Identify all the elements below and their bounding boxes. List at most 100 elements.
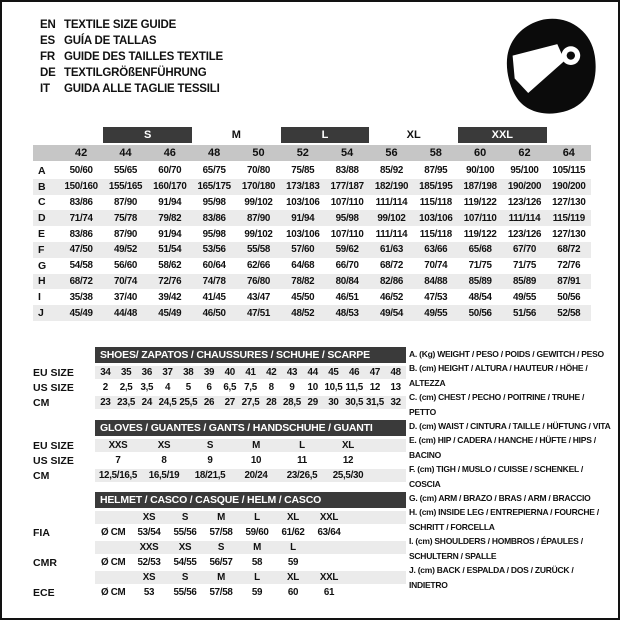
cell-value: 6	[206, 382, 212, 393]
helmet-table-body: XS S M L XL XXL FIA Ø CM 53/54 55/56 57/58 59/60 61/…	[33, 510, 406, 600]
measurement-value: 95/98	[202, 196, 226, 208]
cell-value: 25,5	[179, 397, 198, 408]
language-code: FR	[40, 51, 55, 63]
cell-value: 40	[224, 367, 236, 378]
helmet-visor	[512, 44, 565, 94]
cell-value: 30,5	[345, 397, 364, 408]
size-number: 42	[75, 147, 88, 159]
cell-value: 3,5	[140, 382, 154, 393]
cell-value: 48	[390, 367, 401, 378]
row-label	[33, 540, 95, 555]
cell-value: 53	[143, 587, 155, 598]
measurement-value: 71/74	[69, 212, 93, 224]
table-row: ECE Ø CM 53 55/56 57/58 59 60 61	[33, 585, 406, 600]
measurement-value: 83/86	[69, 196, 93, 208]
size-number: 60	[474, 147, 487, 159]
row-band: 7 8 9 10 11 12	[95, 454, 406, 467]
measurement-legend: A. (Kg) WEIGHT / PESO / POIDS / GEWITCH …	[409, 347, 613, 592]
cell-value: 47	[369, 367, 381, 378]
measurement-value: 45/49	[69, 307, 93, 319]
measurement-value: 70/74	[424, 260, 448, 272]
measurement-value: 62/66	[246, 260, 270, 272]
measurement-value: 53/56	[202, 244, 226, 256]
shoes-table-title: SHOES/ ZAPATOS / CHAUSSURES / SCHUHE / S…	[95, 347, 406, 363]
size-number: 52	[296, 147, 309, 159]
legend-item: G. (cm) ARM / BRAZO / BRAS / ARM / BRACC…	[409, 493, 591, 504]
cell-value: 2	[102, 382, 108, 393]
cell-value: 61	[323, 587, 335, 598]
gloves-table-body: EU SIZE XXS XS S M L XL US SIZE 7 8 9 10 11 12 CM 12,5/…	[33, 438, 406, 483]
cell-value: 63/64	[317, 527, 341, 538]
measurement-value: 75/85	[291, 165, 315, 177]
gloves-size-table: GLOVES / GUANTES / GANTS / HANDSCHUHE / …	[33, 420, 406, 483]
cell-value: 46	[349, 367, 360, 378]
cell-value: S	[206, 440, 214, 451]
row-band: 23 23,5 24 24,5 25,5 26 27 27,5 28 28,5 29 30 30,5 31…	[95, 396, 406, 409]
size-group-xxl: XXL	[457, 127, 547, 143]
language-code: ES	[40, 35, 55, 47]
row-letter: J	[38, 307, 44, 320]
legend-item: B. (cm) HEIGHT / ALTURA / HAUTEUR / HÖHE…	[409, 363, 588, 388]
cell-value: 43	[286, 367, 298, 378]
measurement-value: 47/51	[246, 307, 270, 319]
cell-value: XS	[178, 542, 192, 553]
language-row: IT GUIDA ALLE TAGLIE TESSILI	[40, 81, 223, 97]
measurement-value: 107/110	[330, 228, 364, 240]
legend-item: I. (cm) SHOULDERS / HOMBROS / ÉPAULES / …	[409, 536, 583, 561]
cell-value: XL	[287, 512, 299, 523]
cell-value: 26	[203, 397, 215, 408]
cell-value: 57/58	[209, 587, 233, 598]
legend-item: J. (cm) BACK / ESPALDA / DOS / ZURÜCK / …	[409, 565, 574, 590]
measurement-value: 61/63	[379, 244, 403, 256]
cell-value: 9	[289, 382, 295, 393]
cell-value: 24,5	[158, 397, 177, 408]
row-letter: D	[38, 212, 46, 225]
measurement-value: 85/89	[468, 275, 492, 287]
table-row: EU SIZE XXS XS S M L XL	[33, 438, 406, 453]
measurement-value: 103/106	[419, 212, 453, 224]
measurement-value: 85/89	[512, 275, 536, 287]
cell-value: 39	[203, 367, 215, 378]
row-label: FIA	[33, 526, 50, 539]
language-label: GUIDA ALLE TAGLIE TESSILI	[64, 83, 220, 95]
cell-value: 53/54	[137, 527, 161, 538]
measurement-value: 91/94	[158, 228, 182, 240]
cell-value: 38	[183, 367, 194, 378]
row-label: US SIZE	[33, 454, 74, 467]
row-letter: A	[38, 164, 46, 177]
size-group-s: S	[103, 127, 192, 143]
measurement-value: 155/165	[108, 181, 143, 193]
measurement-value: 76/80	[246, 275, 270, 287]
row-band: 34 35 36 37 38 39 40 41 42 43 44 45 46 47 48	[95, 366, 406, 379]
row-band: 2 2,5 3,5 4 5 6 6,5 7,5 8 9 10 10,5 11,5 12 13	[95, 381, 406, 394]
cell-value: 58	[251, 557, 263, 568]
cell-value: 24	[141, 397, 153, 408]
measurement-value: 50/56	[468, 307, 492, 319]
measurement-value: 87/95	[424, 165, 448, 177]
measurement-value: 46/51	[335, 291, 359, 303]
cell-value: 36	[141, 367, 153, 378]
measurement-value: 49/55	[424, 307, 448, 319]
measurement-value: 63/66	[424, 244, 448, 256]
cell-value: 31,5	[365, 397, 384, 408]
measurement-value: 68/72	[379, 260, 403, 272]
cell-value: XL	[342, 440, 354, 451]
row-band: Ø CM 52/53 54/55 56/57 58 59	[95, 556, 406, 569]
row-band: 12,5/16,5 16,5/19 18/21,5 20/24 23/26,5 25,5/…	[95, 469, 406, 482]
measurement-value: 49/55	[512, 291, 536, 303]
table-row: EU SIZE 34 35 36 37 38 39 40 41 42 43 44 45 46 47 48	[33, 365, 406, 380]
cell-value: 60	[287, 587, 299, 598]
measurement-value: 66/70	[335, 260, 359, 272]
measurement-value: 45/49	[158, 307, 182, 319]
cell-value: 54/55	[173, 557, 197, 568]
measurement-value: 173/183	[286, 181, 320, 193]
row-band: Ø CM 53 55/56 57/58 59 60 61	[95, 586, 406, 599]
measurement-value: 60/70	[158, 165, 182, 177]
cell-value: M	[253, 542, 261, 553]
measurement-value: 70/80	[246, 165, 270, 177]
measurement-value: 46/50	[202, 307, 226, 319]
measurement-value: 177/187	[330, 181, 364, 193]
measurement-value: 107/110	[463, 212, 497, 224]
table-row: XXS XS S M L	[33, 540, 406, 555]
measurement-value: 123/126	[507, 228, 542, 240]
